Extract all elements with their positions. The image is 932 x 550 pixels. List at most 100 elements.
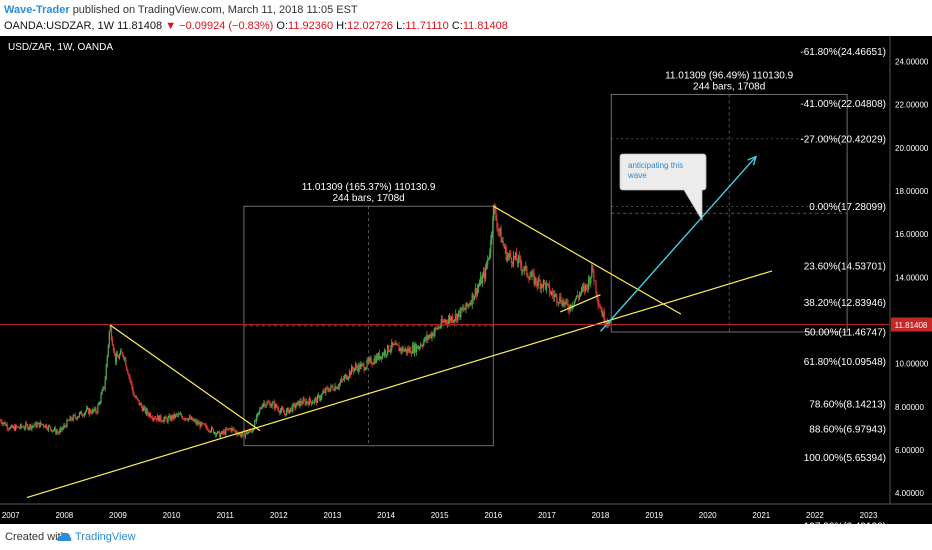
candle-body xyxy=(496,219,498,228)
chart-area[interactable]: -61.80%(24.46651) -41.00%(22.04808) -27.00… xyxy=(0,36,932,524)
candle-body xyxy=(438,327,440,328)
candle-body xyxy=(419,347,421,349)
candle-body xyxy=(534,277,536,285)
candle-body xyxy=(559,296,561,303)
measure-1-label-line2: 244 bars, 1708d xyxy=(332,193,404,204)
candle-body xyxy=(339,381,341,384)
candle-body xyxy=(532,272,534,274)
candle-body xyxy=(116,354,119,357)
candle-body xyxy=(50,429,53,432)
candle-body xyxy=(321,394,323,398)
candle-body xyxy=(223,431,225,434)
candle-body xyxy=(397,344,399,346)
candle-body xyxy=(390,348,392,352)
candle-body xyxy=(502,240,504,245)
candle-body xyxy=(482,271,485,276)
candle-body xyxy=(98,402,100,405)
candle-body xyxy=(387,345,389,355)
candle-body xyxy=(289,409,291,414)
candle-body xyxy=(154,418,156,419)
candle-body xyxy=(333,389,335,391)
candle-body xyxy=(505,246,507,261)
price-chart[interactable]: -61.80%(24.46651) -41.00%(22.04808) -27.00… xyxy=(0,36,932,524)
candle-body xyxy=(35,422,37,428)
candle-body xyxy=(400,348,402,352)
candle-body xyxy=(562,300,564,306)
candle-body xyxy=(383,350,386,356)
x-tick-label: 2011 xyxy=(217,511,235,520)
fib-label: 61.80%(10.09548) xyxy=(804,357,886,368)
candle-body xyxy=(488,257,490,260)
trendline-1 xyxy=(26,270,773,499)
candle-body xyxy=(55,428,57,434)
candle-body xyxy=(79,411,82,414)
candle-body xyxy=(164,416,166,419)
candle-body xyxy=(190,416,192,420)
candle-body xyxy=(88,408,90,414)
candle-body xyxy=(588,277,590,290)
candle-body xyxy=(336,387,338,389)
candle-body xyxy=(93,409,95,411)
candle-body xyxy=(365,367,367,370)
candle-body xyxy=(77,416,79,418)
candle-body xyxy=(120,351,122,355)
candle-body xyxy=(257,412,259,416)
open-value: 11.92360 xyxy=(288,20,334,32)
candle-body xyxy=(439,326,441,328)
candle-body xyxy=(45,424,47,429)
candle-body xyxy=(123,355,125,359)
candle-body xyxy=(549,293,552,295)
candle-body xyxy=(544,282,547,290)
candle-body xyxy=(495,209,497,220)
candle-body xyxy=(131,382,133,389)
symbol-info: OANDA:USDZAR, 1W 11.81408 ▼ −0.09924 (−0… xyxy=(4,20,508,32)
candle-body xyxy=(316,395,319,404)
candle-body xyxy=(447,319,450,324)
author-link[interactable]: Wave-Trader xyxy=(4,4,70,16)
candle-body xyxy=(377,352,379,360)
candle-body xyxy=(260,408,262,410)
candle-body xyxy=(23,427,25,429)
candle-body xyxy=(49,426,52,430)
candle-body xyxy=(514,253,517,259)
candle-body xyxy=(125,358,127,367)
candle-body xyxy=(407,349,409,352)
candle-body xyxy=(64,425,66,427)
candle-body xyxy=(401,347,403,352)
candle-body xyxy=(523,269,525,271)
candle-body xyxy=(411,345,414,354)
tradingview-logo[interactable]: TradingView xyxy=(56,529,136,545)
candle-body xyxy=(349,371,352,375)
candle-body xyxy=(577,296,580,298)
candle-body xyxy=(506,256,508,261)
candle-body xyxy=(110,325,112,340)
candle-body xyxy=(66,420,68,428)
candle-body xyxy=(498,229,500,232)
candle-body xyxy=(389,351,391,352)
candle-body xyxy=(347,376,350,379)
candle-body xyxy=(512,255,515,265)
y-tick-label: 20.00000 xyxy=(895,144,929,153)
candle-body xyxy=(36,423,38,428)
candle-body xyxy=(497,227,499,230)
candle-body xyxy=(412,345,415,353)
candle-body xyxy=(578,294,581,298)
candle-body xyxy=(416,345,419,349)
candle-body xyxy=(415,345,418,353)
created-with-text: Created with xyxy=(5,531,67,543)
candle-body xyxy=(90,409,92,413)
candle-body xyxy=(476,288,478,295)
candle-body xyxy=(478,283,481,286)
candle-body xyxy=(406,349,408,353)
candle-body xyxy=(121,351,123,353)
candle-body xyxy=(169,415,171,421)
candle-body xyxy=(9,427,11,430)
candle-body xyxy=(175,414,177,416)
candle-body xyxy=(72,415,74,421)
candle-body xyxy=(129,376,131,380)
candle-body xyxy=(604,321,606,324)
candle-body xyxy=(446,322,449,324)
candle-body xyxy=(298,401,300,407)
candle-body xyxy=(533,272,535,285)
candle-body xyxy=(516,260,519,264)
